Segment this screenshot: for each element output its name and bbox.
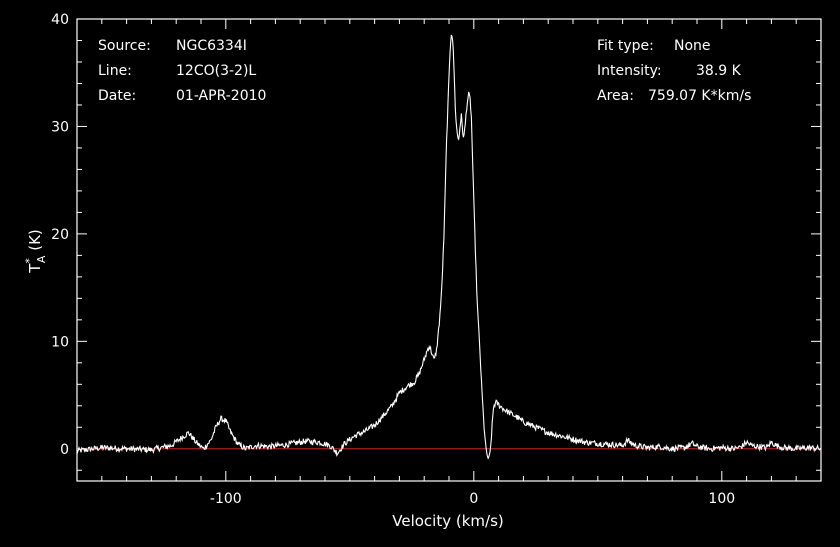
source-key: Source: bbox=[98, 38, 151, 54]
date-value: 01-APR-2010 bbox=[176, 88, 266, 104]
svg-text:T*A (K): T*A (K) bbox=[23, 229, 48, 274]
line-key: Line: bbox=[98, 63, 132, 79]
x-tick-label: -100 bbox=[210, 491, 242, 507]
area-value: 759.07 K*km/s bbox=[648, 88, 751, 104]
date-key: Date: bbox=[98, 88, 136, 104]
header-right: Fit type: None Intensity: 38.9 K Area: 7… bbox=[597, 38, 751, 104]
x-axis-title: Velocity (km/s) bbox=[392, 512, 503, 530]
y-tick-label: 40 bbox=[51, 12, 69, 28]
fit-type-value: None bbox=[674, 38, 711, 54]
line-value: 12CO(3-2)L bbox=[176, 63, 256, 79]
y-axis-title: T*A (K) bbox=[23, 229, 48, 274]
y-tick-label: 0 bbox=[60, 442, 69, 458]
y-axis-superscript: * bbox=[23, 258, 36, 264]
fit-type-key: Fit type: bbox=[597, 38, 654, 54]
y-axis-subscript: A bbox=[35, 255, 48, 263]
y-axis-symbol: T bbox=[26, 263, 44, 274]
x-tick-labels: -100 0 100 bbox=[210, 491, 735, 507]
y-axis-unit: (K) bbox=[26, 229, 44, 255]
y-tick-label: 10 bbox=[51, 334, 69, 350]
y-tick-label: 30 bbox=[51, 119, 69, 135]
x-tick-label: 0 bbox=[469, 491, 478, 507]
plot-frame bbox=[76, 18, 822, 482]
y-tick-label: 20 bbox=[51, 227, 69, 243]
y-tick-labels: 0 10 20 30 40 bbox=[51, 12, 69, 458]
area-key: Area: bbox=[597, 88, 634, 104]
minor-ticks bbox=[76, 19, 822, 481]
source-value: NGC6334I bbox=[176, 38, 247, 54]
header-left: Source: NGC6334I Line: 12CO(3-2)L Date: … bbox=[98, 38, 266, 104]
intensity-value: 38.9 K bbox=[696, 63, 742, 79]
spectrum-trace bbox=[76, 34, 822, 460]
x-tick-label: 100 bbox=[708, 491, 735, 507]
intensity-key: Intensity: bbox=[597, 63, 662, 79]
